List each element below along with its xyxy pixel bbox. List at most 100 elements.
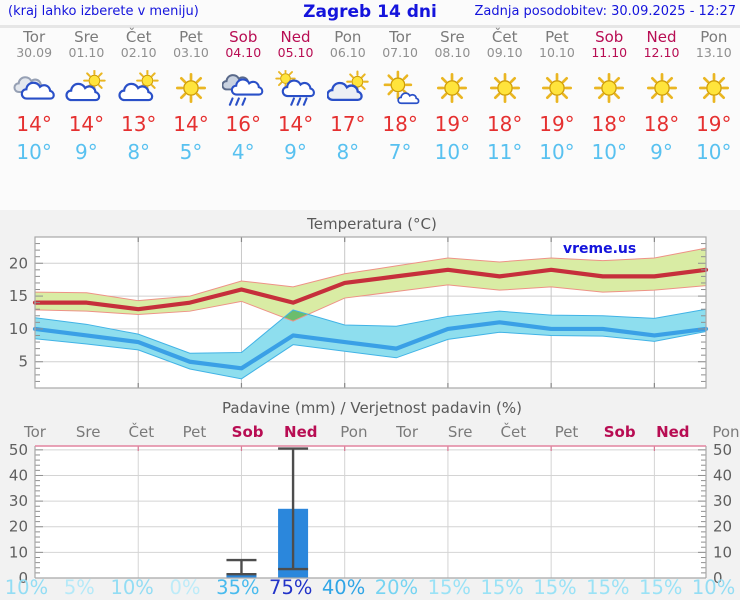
precip-day-label: Pet: [183, 423, 207, 441]
precip-probability-label: 5%: [64, 576, 95, 599]
precip-probability-label: 15%: [480, 576, 523, 599]
svg-text:10: 10: [713, 543, 732, 561]
precip-day-label: Tor: [23, 423, 47, 441]
day-name-label: Pon: [700, 28, 728, 46]
day-name-label: Pet: [545, 28, 569, 46]
sun-small-cloud-icon: [379, 70, 421, 106]
day-name-label: Ned: [280, 28, 311, 46]
header-separator: [0, 25, 740, 28]
min-temperature-value: 4°: [231, 140, 255, 164]
watermark: vreme.us: [563, 241, 636, 257]
svg-text:15: 15: [9, 287, 28, 305]
day-column: Pon 13.10 19° 10°: [688, 29, 740, 169]
sun-rain-icon: [275, 70, 317, 106]
max-temperature-value: 19°: [539, 112, 575, 136]
svg-text:50: 50: [713, 441, 732, 459]
min-temperature-value: 9°: [284, 140, 307, 164]
svg-text:5: 5: [18, 353, 28, 371]
day-date-label: 05.10: [277, 45, 314, 60]
precip-day-label: Pet: [555, 423, 579, 441]
max-temperature-value: 16°: [225, 112, 261, 136]
day-column: Ned 12.10 18° 9°: [635, 29, 687, 169]
day-date-label: 03.10: [173, 45, 209, 60]
sunny-icon: [588, 70, 630, 106]
svg-text:0: 0: [713, 569, 723, 587]
day-column: Čet 09.10 18° 11°: [479, 29, 531, 169]
min-temperature-value: 10°: [539, 140, 575, 164]
precipitation-chart: Padavine (mm) / Verjetnost padavin (%) To…: [5, 400, 740, 599]
day-name-label: Sob: [595, 28, 624, 46]
max-temperature-value: 19°: [434, 112, 471, 136]
svg-text:20: 20: [9, 518, 28, 536]
precip-day-label: Sre: [76, 423, 101, 441]
sunny-icon: [170, 70, 212, 106]
day-column: Tor 07.10 18° 7°: [374, 29, 426, 169]
svg-text:10: 10: [9, 320, 28, 338]
location-note: (kraj lahko izberete v meniju): [8, 4, 199, 19]
min-temperature-value: 10°: [434, 140, 471, 164]
day-name-label: Ned: [646, 28, 677, 46]
min-temperature-value: 10°: [591, 140, 627, 164]
day-name-label: Tor: [23, 28, 46, 46]
day-name-label: Čet: [125, 28, 152, 46]
day-column: Čet 02.10 13° 8°: [113, 29, 165, 169]
temperature-chart-title: Temperatura (°C): [306, 215, 437, 233]
min-temperature-value: 11°: [486, 140, 523, 164]
precip-day-label: Sob: [604, 423, 636, 441]
day-date-label: 07.10: [382, 45, 418, 60]
svg-text:10: 10: [9, 543, 28, 561]
max-temperature-value: 19°: [696, 112, 732, 136]
day-column: Sob 04.10 16° 4°: [217, 29, 269, 169]
precip-day-label: Čet: [501, 422, 527, 441]
svg-text:0: 0: [18, 569, 28, 587]
max-temperature-value: 18°: [591, 112, 627, 136]
day-date-label: 08.10: [434, 45, 471, 60]
day-name-label: Pet: [179, 28, 203, 46]
precipitation-chart-title: Padavine (mm) / Verjetnost padavin (%): [222, 400, 522, 417]
svg-text:20: 20: [713, 518, 732, 536]
day-column: Ned 05.10 14° 9°: [269, 29, 321, 169]
day-date-label: 10.10: [539, 45, 575, 60]
min-temperature-value: 9°: [75, 140, 98, 164]
min-temperature-value: 10°: [696, 140, 732, 164]
precip-day-label: Pon: [340, 423, 367, 441]
max-temperature-value: 14°: [16, 112, 52, 136]
max-temperature-value: 18°: [382, 112, 418, 136]
precip-day-label: Ned: [284, 423, 317, 441]
precip-day-label: Čet: [129, 422, 155, 441]
sunny-icon: [693, 70, 735, 106]
sunny-icon: [641, 70, 683, 106]
cloud-sun-icon: [327, 70, 369, 106]
max-temperature-value: 14°: [277, 112, 314, 136]
rain-icon: [222, 70, 264, 106]
min-temperature-value: 8°: [127, 140, 151, 164]
precip-probability-label: 10%: [110, 576, 153, 599]
min-temperature-value: 7°: [388, 140, 412, 164]
day-name-label: Sre: [74, 28, 99, 46]
min-temperature-value: 8°: [336, 140, 360, 164]
day-name-label: Sre: [440, 28, 465, 46]
last-update: Zadnja posodobitev: 30.09.2025 - 12:27: [474, 4, 736, 19]
day-date-label: 11.10: [591, 45, 628, 60]
sun-cloud-icon: [118, 70, 160, 106]
max-temperature-value: 14°: [68, 112, 105, 136]
day-column: Sre 08.10 19° 10°: [426, 29, 478, 169]
precip-probability-label: 10%: [5, 576, 48, 599]
precip-probability-label: 15%: [533, 576, 576, 599]
day-name-label: Sob: [229, 28, 258, 46]
day-column: Pet 03.10 14° 5°: [165, 29, 217, 169]
precip-day-label: Sre: [448, 423, 473, 441]
day-column: Tor 30.09 14° 10°: [8, 29, 60, 169]
day-name-label: Tor: [389, 28, 412, 46]
max-temperature-value: 18°: [486, 112, 523, 136]
day-date-label: 02.10: [120, 45, 157, 60]
day-date-label: 06.10: [329, 45, 366, 60]
precip-probability-label: 0%: [170, 576, 201, 599]
min-temperature-value: 10°: [16, 140, 52, 164]
day-column: Sre 01.10 14° 9°: [60, 29, 112, 169]
svg-text:40: 40: [9, 466, 28, 484]
precip-probability-label: 10%: [692, 576, 735, 599]
max-temperature-value: 17°: [330, 112, 366, 136]
day-column: Pet 10.10 19° 10°: [531, 29, 583, 169]
